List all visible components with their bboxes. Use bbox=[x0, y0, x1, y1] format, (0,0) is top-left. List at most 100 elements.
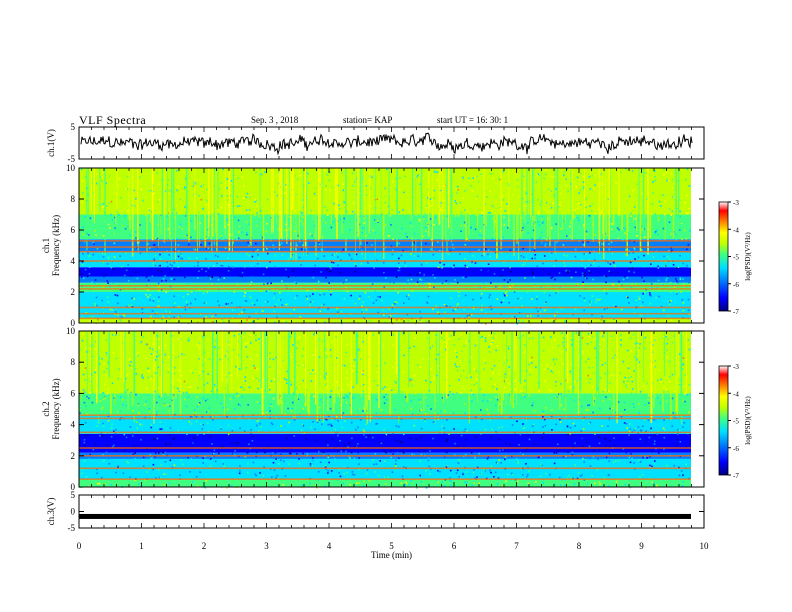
spectrogram-cell bbox=[597, 425, 599, 427]
spectrogram-cell bbox=[145, 448, 148, 451]
spectrogram-cell bbox=[441, 352, 443, 354]
spectrogram-cell bbox=[335, 473, 338, 475]
spectrogram-cell bbox=[127, 210, 129, 212]
spectrogram-cell bbox=[446, 416, 449, 418]
spectrogram-cell bbox=[202, 335, 204, 338]
spectrogram-cell bbox=[623, 381, 625, 383]
spectrogram-cell bbox=[348, 454, 350, 456]
spectrogram-cell bbox=[425, 242, 427, 245]
spectrogram-cell bbox=[314, 264, 316, 267]
spectrogram-cell bbox=[337, 256, 339, 258]
spectrogram-cell bbox=[248, 443, 250, 446]
spectrogram-cell bbox=[312, 395, 315, 398]
spectrogram-cell bbox=[563, 451, 566, 453]
spectrogram-cell bbox=[481, 234, 483, 237]
spectrogram-cell bbox=[463, 224, 465, 227]
spectrogram-cell bbox=[327, 469, 329, 472]
spectrogram-cell bbox=[676, 443, 679, 445]
spectrogram-cell bbox=[522, 392, 525, 395]
spectrogram-cell bbox=[430, 224, 433, 227]
spectrogram-cell bbox=[107, 413, 110, 415]
spectrogram-cell bbox=[270, 282, 272, 285]
spectrogram-cell bbox=[113, 430, 115, 433]
spectrogram-cell bbox=[226, 415, 228, 418]
spectrogram-cell bbox=[475, 273, 477, 275]
spectrogram-cell bbox=[340, 450, 343, 453]
spectrogram-cell bbox=[279, 211, 281, 213]
spectrogram-cell bbox=[643, 236, 646, 239]
spectrogram-cell bbox=[188, 298, 191, 301]
spectrogram-cell bbox=[439, 410, 442, 413]
spectrogram-cell bbox=[309, 301, 312, 303]
spectrogram-cell bbox=[91, 401, 94, 404]
spectrogram-cell bbox=[206, 247, 208, 250]
spectrogram-cell bbox=[523, 214, 525, 217]
spectrogram-cell bbox=[329, 348, 332, 351]
spectrogram-cell bbox=[249, 196, 251, 199]
spectrogram-cell bbox=[411, 384, 414, 387]
spectrogram-cell bbox=[631, 457, 633, 460]
spectrogram-cell bbox=[682, 308, 684, 311]
spectrogram-cell bbox=[437, 311, 439, 314]
spectrogram-cell bbox=[226, 177, 229, 180]
spectrogram-cell bbox=[94, 440, 97, 442]
spectrogram-cell bbox=[454, 200, 456, 202]
spectrogram-cell bbox=[187, 340, 189, 342]
spectrogram-cell bbox=[479, 388, 482, 391]
spectrogram-cell bbox=[660, 380, 662, 383]
spectrogram-cell bbox=[304, 403, 306, 405]
spectrogram-cell bbox=[474, 228, 477, 231]
spectrogram-cell bbox=[527, 436, 529, 439]
spectrogram-cell bbox=[490, 471, 492, 474]
spectrogram-cell bbox=[448, 222, 451, 224]
spectrogram-cell bbox=[678, 353, 681, 355]
spectrogram-cell bbox=[285, 319, 287, 321]
spectrogram-cell bbox=[248, 241, 251, 244]
spectrogram-cell bbox=[516, 323, 518, 325]
spectrogram-cell bbox=[396, 319, 398, 321]
spectrogram-cell bbox=[327, 423, 329, 426]
spectrogram-cell bbox=[359, 192, 361, 195]
spectrogram-cell bbox=[414, 343, 416, 345]
spectrogram-cell bbox=[433, 223, 435, 226]
spectrogram-cell bbox=[205, 302, 208, 304]
spectrogram-cell bbox=[674, 233, 677, 236]
spectrogram-cell bbox=[425, 388, 427, 391]
spectrogram-burst bbox=[91, 168, 93, 212]
spectrogram-cell bbox=[309, 295, 311, 297]
spectrogram-cell bbox=[560, 351, 563, 353]
spectrogram-cell bbox=[326, 332, 328, 335]
spectrogram-cell bbox=[387, 218, 389, 220]
spectrogram-cell bbox=[450, 294, 452, 297]
spectrogram-cell bbox=[389, 320, 391, 322]
spectrogram-cell bbox=[400, 254, 403, 257]
spectrogram-cell bbox=[489, 425, 491, 428]
spectrogram-cell bbox=[634, 248, 636, 251]
spectrogram-cell bbox=[264, 171, 266, 174]
spectrogram-cell bbox=[554, 278, 556, 281]
spectrogram-cell bbox=[624, 275, 626, 278]
spectrogram-cell bbox=[374, 290, 377, 293]
spectrogram-cell bbox=[528, 337, 531, 340]
spectrogram-cell bbox=[631, 170, 634, 172]
spectrogram-burst bbox=[336, 168, 338, 240]
spectrogram-cell bbox=[560, 192, 562, 195]
spectrogram-cell bbox=[658, 369, 661, 371]
spectrogram-cell bbox=[566, 235, 568, 237]
spectrogram-cell bbox=[134, 457, 136, 460]
spectrogram-cell bbox=[341, 426, 344, 429]
spectrogram-cell bbox=[430, 393, 433, 396]
spectrogram-cell bbox=[209, 278, 212, 280]
spectrogram-cell bbox=[237, 469, 240, 471]
spectrogram-cell bbox=[571, 339, 573, 342]
spectrogram-cell bbox=[478, 234, 481, 236]
spectrogram-cell bbox=[526, 253, 529, 255]
spectrogram-cell bbox=[291, 253, 294, 256]
spectrogram-cell bbox=[667, 300, 669, 303]
spectrogram-cell bbox=[567, 228, 569, 230]
spectrogram-cell bbox=[142, 424, 145, 426]
spectrogram-cell bbox=[114, 216, 116, 219]
spectrogram-cell bbox=[624, 442, 626, 445]
spectrogram-cell bbox=[101, 407, 103, 410]
spectrogram-cell bbox=[284, 192, 287, 194]
